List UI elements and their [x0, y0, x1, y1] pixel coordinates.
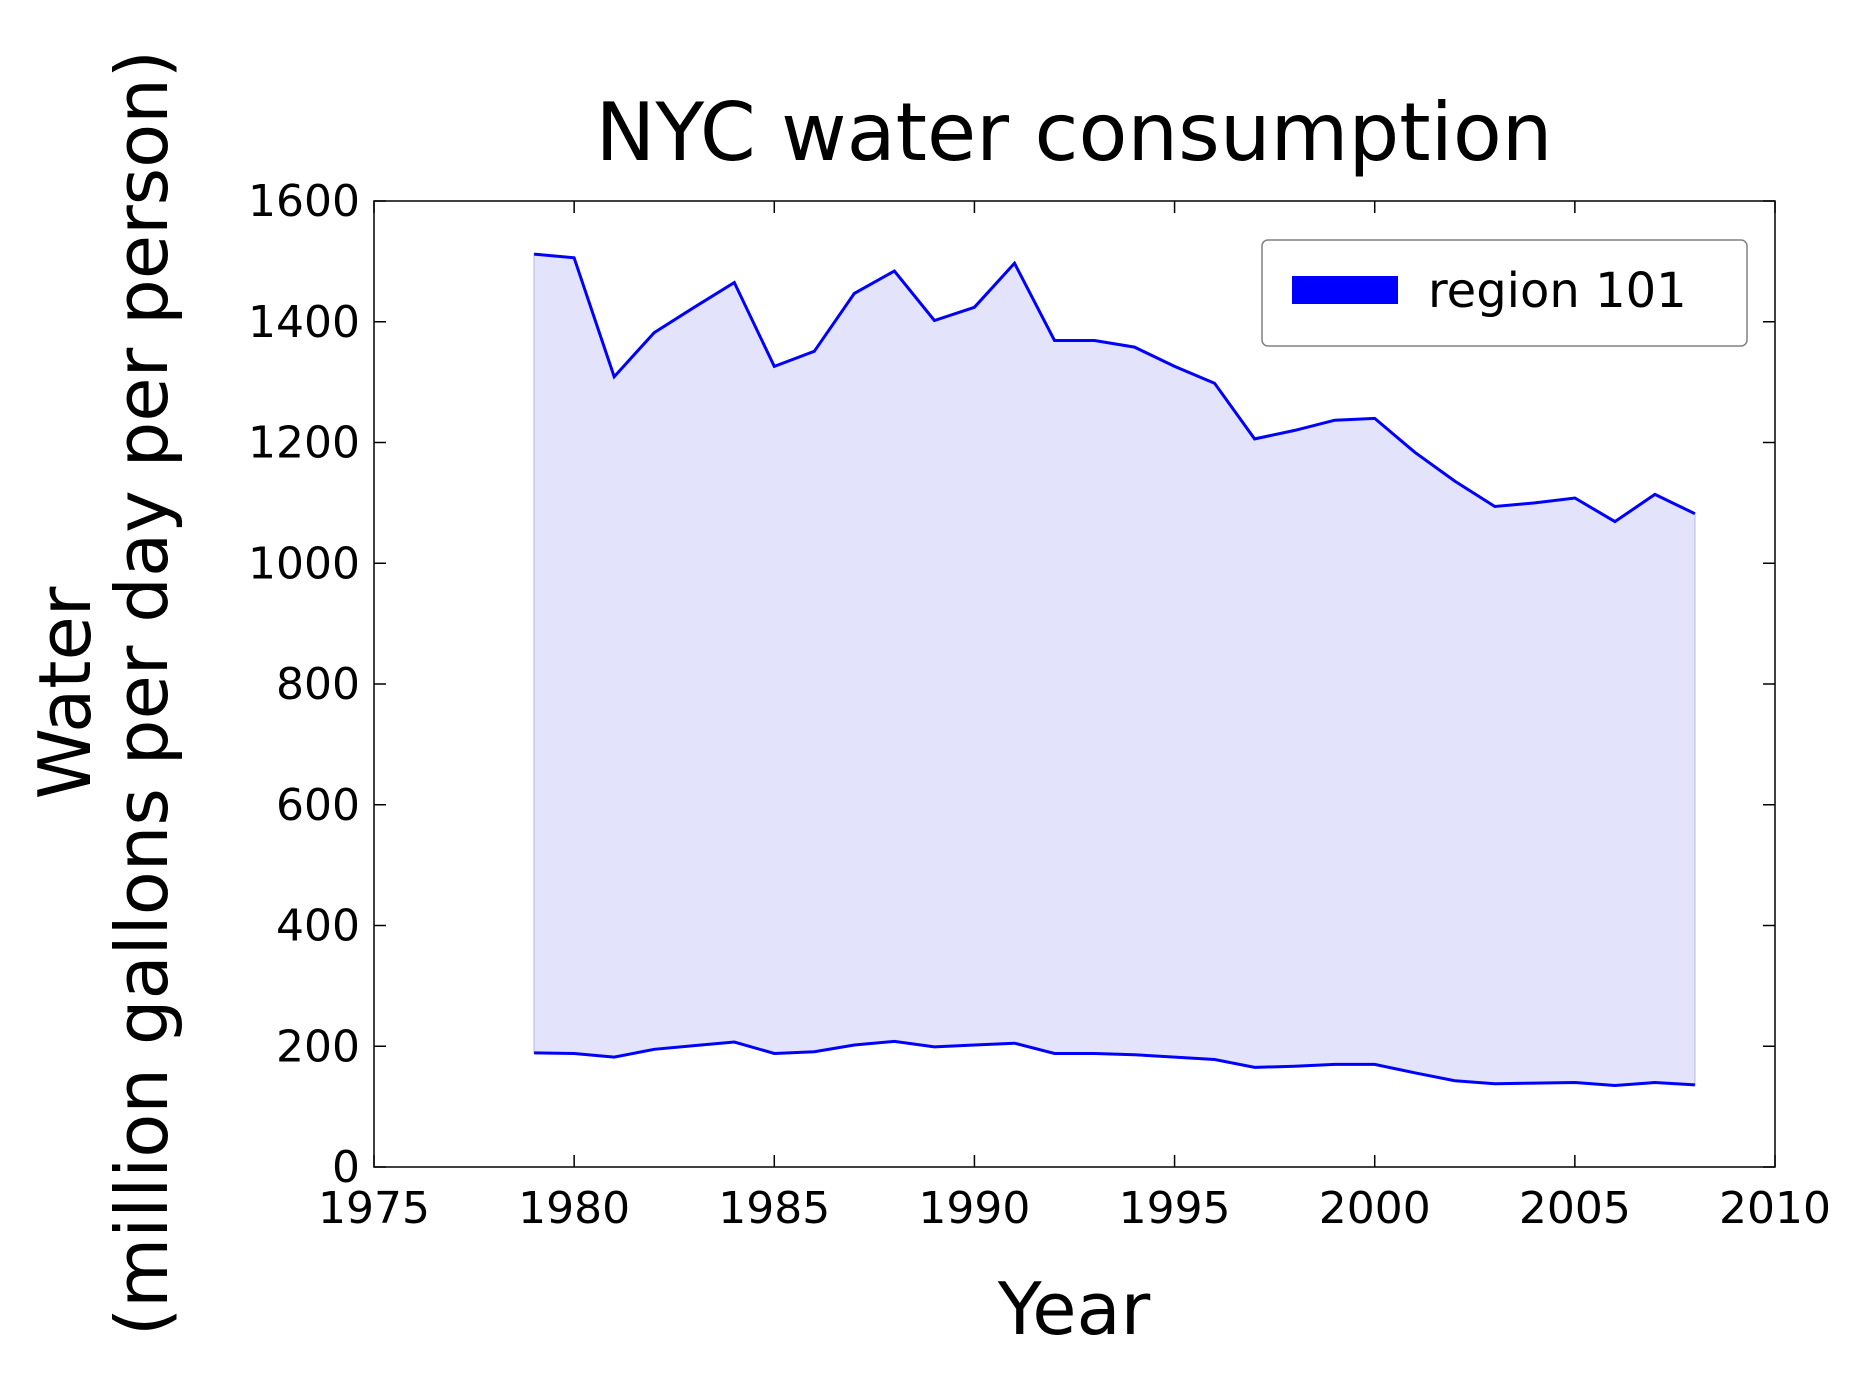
- y-tick-label: 1400: [248, 297, 360, 348]
- x-tick-label: 1975: [318, 1183, 430, 1234]
- x-tick-label: 1985: [718, 1183, 830, 1234]
- x-tick-label: 2000: [1319, 1183, 1431, 1234]
- series-line-upper: [533, 252, 1696, 524]
- x-axis-ticks: 1975 1980 1985 1990 1995 2000 2005 2010: [318, 201, 1831, 1234]
- chart-title: NYC water consumption: [596, 86, 1553, 179]
- legend: region 101: [1261, 239, 1748, 347]
- y-axis-ticks: 0 200 400 600 800 1000 1200 1400 1600: [248, 176, 1775, 1193]
- y-tick-label: 1000: [248, 538, 360, 589]
- y-tick-label: 800: [276, 659, 360, 710]
- y-tick-label: 600: [276, 780, 360, 831]
- fill-region-101: [533, 253, 1696, 1087]
- x-tick-label: 1995: [1119, 1183, 1231, 1234]
- y-tick-label: 200: [276, 1021, 360, 1072]
- y-axis-label-line-2: (million gallons per day per person): [100, 50, 184, 1336]
- legend-box: [1261, 239, 1748, 347]
- legend-swatch: [1292, 276, 1398, 304]
- x-tick-label: 2005: [1519, 1183, 1631, 1234]
- y-tick-label: 400: [276, 901, 360, 952]
- x-axis-label: Year: [997, 1267, 1151, 1351]
- x-tick-label: 1980: [518, 1183, 630, 1234]
- y-tick-label: 0: [332, 1142, 360, 1193]
- y-tick-label: 1600: [248, 176, 360, 227]
- y-axis-label: Water (million gallons per day per perso…: [23, 50, 184, 1336]
- x-tick-label: 2010: [1719, 1183, 1831, 1234]
- plot-area: 1975 1980 1985 1990 1995 2000 2005 2010 0 200 400…: [248, 176, 1831, 1234]
- legend-label: region 101: [1428, 263, 1687, 319]
- y-axis-label-line-1: Water: [23, 586, 107, 799]
- y-tick-label: 1200: [248, 418, 360, 469]
- x-tick-label: 1990: [918, 1183, 1030, 1234]
- series-line-lower: [534, 1039, 1695, 1088]
